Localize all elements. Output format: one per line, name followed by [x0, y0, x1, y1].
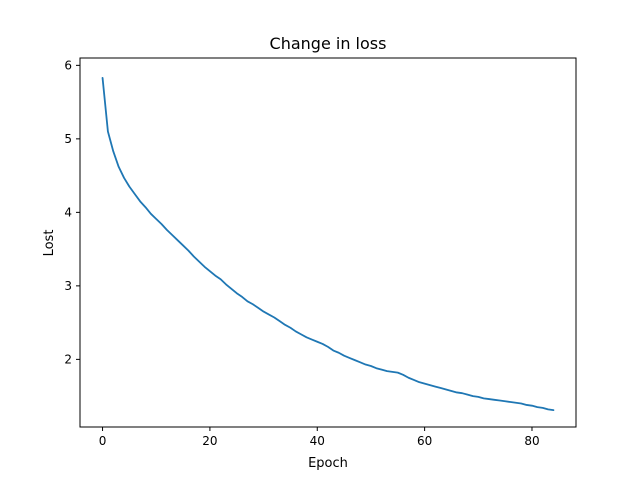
- x-tick-label: 60: [417, 434, 432, 448]
- x-tick-label: 20: [202, 434, 217, 448]
- plot-frame: [79, 57, 577, 428]
- x-axis: 0 20 40 60 80: [99, 427, 540, 448]
- x-tick-label: 0: [99, 434, 107, 448]
- plot-area: [79, 57, 577, 428]
- y-tick-label: 4: [64, 205, 72, 219]
- y-tick-label: 5: [64, 132, 72, 146]
- y-axis-label: Lost: [42, 230, 57, 257]
- series-layer: [101, 76, 555, 411]
- loss-series-line: [101, 76, 555, 411]
- y-tick-label: 2: [64, 352, 72, 366]
- y-tick-label: 3: [64, 279, 72, 293]
- chart-title: Change in loss: [270, 34, 387, 53]
- y-axis: 2 3 4 5 6: [64, 58, 80, 366]
- x-tick-label: 80: [524, 434, 539, 448]
- x-tick-label: 40: [310, 434, 325, 448]
- y-tick-label: 6: [64, 58, 72, 72]
- x-axis-label: Epoch: [308, 456, 348, 471]
